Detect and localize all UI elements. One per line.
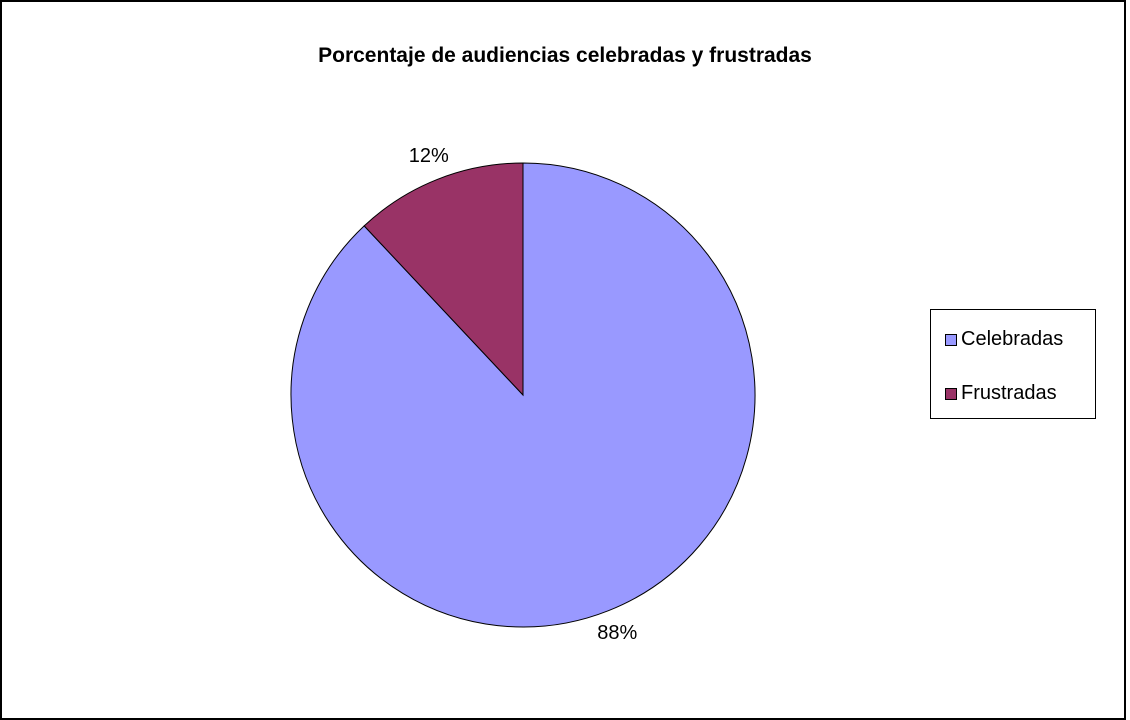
legend-swatch-frustradas xyxy=(945,387,957,400)
legend-item-frustradas: Frustradas xyxy=(945,382,1057,405)
data-label-celebradas: 88% xyxy=(597,621,638,644)
data-label-frustradas: 12% xyxy=(408,145,449,168)
legend: Celebradas Frustradas xyxy=(930,309,1096,419)
legend-label-celebradas: Celebradas xyxy=(961,328,1064,350)
legend-swatch-celebradas xyxy=(945,333,957,346)
legend-item-celebradas: Celebradas xyxy=(945,328,1063,351)
legend-label-frustradas: Frustradas xyxy=(961,382,1057,404)
pie-slice-frustradas xyxy=(363,162,524,397)
chart-title: Porcentaje de audiencias celebradas y fr… xyxy=(318,44,812,67)
